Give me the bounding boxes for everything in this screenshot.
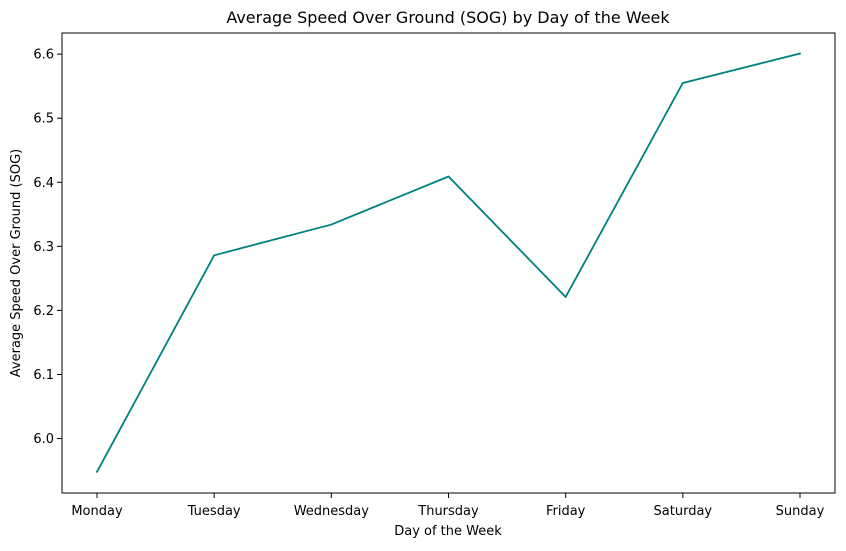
x-axis: Monday Tuesday Wednesday Thursday Friday Satu…: [71, 493, 825, 519]
series-group: [96, 52, 801, 473]
x-tick-label: Sunday: [776, 504, 825, 519]
y-tick-label: 6.1: [33, 368, 54, 383]
y-axis-title: Average Speed Over Ground (SOG): [9, 149, 24, 377]
series-line: [96, 52, 801, 473]
x-axis-title: Day of the Week: [394, 524, 502, 539]
y-tick-label: 6.3: [33, 240, 54, 255]
y-tick-label: 6.0: [33, 432, 54, 447]
x-tick-label: Saturday: [654, 504, 713, 519]
data-point: [447, 175, 450, 178]
data-point: [564, 296, 567, 298]
x-tick-label: Wednesday: [294, 504, 370, 519]
data-point: [213, 254, 216, 257]
data-point: [799, 52, 801, 55]
x-tick-label: Monday: [71, 504, 123, 519]
data-point: [681, 82, 684, 84]
x-tick-label: Friday: [546, 504, 586, 519]
data-point: [330, 223, 333, 226]
y-tick-label: 6.2: [33, 304, 54, 319]
plot-area-frame: [61, 32, 836, 494]
y-tick-label: 6.4: [33, 176, 54, 191]
data-point: [96, 470, 98, 473]
y-axis: 6.0 6.1 6.2 6.3 6.4 6.5 6.6: [33, 48, 62, 447]
y-tick-label: 6.5: [33, 112, 54, 127]
y-tick-label: 6.6: [33, 48, 54, 63]
x-tick-label: Thursday: [417, 504, 479, 519]
x-tick-label: Tuesday: [187, 504, 241, 519]
chart-title: Average Speed Over Ground (SOG) by Day o…: [226, 8, 670, 27]
